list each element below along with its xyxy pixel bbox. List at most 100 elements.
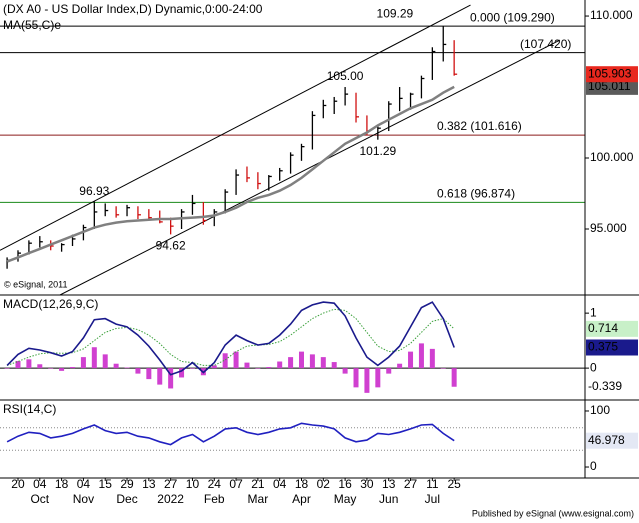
histogram-bar: [375, 368, 381, 388]
value-label-box: [586, 78, 638, 95]
histogram-bar: [157, 368, 163, 385]
month-label: Jun: [379, 492, 398, 506]
month-label: Oct: [30, 492, 49, 506]
histogram-bar: [59, 368, 65, 371]
histogram-bar: [102, 354, 108, 369]
histogram-bar: [211, 365, 217, 369]
value-label: 46.978: [588, 433, 625, 447]
histogram-bar: [320, 357, 326, 369]
x-tick-label: 11: [426, 477, 439, 491]
value-label-box: [586, 66, 638, 83]
month-label: 2022: [157, 492, 184, 506]
x-tick-label: 29: [120, 477, 134, 491]
annotation: 94.62: [156, 239, 186, 253]
x-tick-label: 04: [77, 477, 91, 491]
x-tick-label: 15: [99, 477, 113, 491]
histogram-bar: [386, 368, 392, 374]
y-tick-label: 110.000: [590, 8, 633, 22]
x-tick-label: 27: [404, 477, 418, 491]
x-tick-label: 10: [186, 477, 200, 491]
histogram-bar: [91, 347, 97, 369]
histogram-bar: [418, 343, 424, 369]
histogram-bar: [113, 363, 119, 369]
value-label: -0.339: [588, 379, 622, 393]
level-label: (107.420): [520, 37, 571, 51]
annotation: 105.00: [327, 69, 364, 83]
month-label: Mar: [248, 492, 269, 506]
histogram-bar: [342, 368, 348, 374]
x-tick-label: 18: [55, 477, 69, 491]
series-line: [6, 85, 455, 263]
histogram-bar: [255, 368, 261, 369]
histogram-bar: [408, 351, 414, 369]
histogram-bar: [364, 368, 370, 393]
histogram-bar: [124, 367, 130, 369]
month-label: Dec: [116, 492, 137, 506]
channel-line: [0, 4, 471, 251]
channel-line: [59, 39, 561, 295]
y-tick-label: 1: [590, 305, 597, 319]
histogram-bar: [288, 357, 294, 369]
footer: Published by eSignal (www.esignal.com): [472, 508, 634, 518]
x-tick-label: 04: [273, 477, 287, 491]
histogram-bar: [189, 368, 195, 369]
histogram-bar: [298, 351, 304, 369]
panel-title: RSI(14,C): [3, 402, 56, 416]
histogram-bar: [168, 368, 174, 389]
panel: [0, 301, 585, 393]
histogram-bar: [48, 368, 54, 369]
histogram-bar: [80, 357, 86, 369]
annotation: 109.29: [377, 6, 414, 20]
annotation: 96.93: [79, 184, 109, 198]
y-tick-label: 95.000: [590, 221, 627, 235]
x-tick-label: 30: [360, 477, 374, 491]
series-line: [6, 422, 455, 446]
x-tick-label: 13: [382, 477, 396, 491]
y-tick-label: 0: [590, 360, 597, 374]
histogram-bar: [440, 368, 446, 369]
level-label: 0.618 (96.874): [437, 187, 515, 201]
value-label: 105.903: [588, 66, 632, 80]
x-tick-label: 24: [208, 477, 222, 491]
level-label: 0.382 (101.616): [437, 119, 522, 133]
month-label: Jul: [425, 492, 440, 506]
x-tick-label: 07: [229, 477, 243, 491]
value-label: 0.375: [588, 340, 618, 354]
histogram-bar: [397, 363, 403, 369]
x-tick-label: 04: [33, 477, 47, 491]
value-label-box: [586, 320, 638, 337]
x-tick-label: 25: [447, 477, 461, 491]
watermark: © eSignal, 2011: [4, 279, 68, 289]
histogram-bar: [26, 359, 32, 369]
series-line: [6, 308, 455, 366]
x-tick-label: 13: [142, 477, 156, 491]
month-label: Feb: [204, 492, 225, 506]
histogram-bar: [331, 362, 337, 369]
legend-entry: MA(55,C)e: [3, 18, 61, 32]
histogram-bar: [37, 364, 43, 369]
histogram-bar: [222, 353, 228, 369]
panel: [0, 422, 585, 451]
level-label: 0.000 (109.290): [470, 10, 555, 24]
panel-title: MACD(12,26,9,C): [3, 297, 98, 311]
histogram-bar: [179, 368, 185, 378]
histogram-bar: [15, 360, 21, 369]
x-tick-label: 02: [317, 477, 331, 491]
x-tick-label: 18: [295, 477, 309, 491]
histogram-bar: [4, 368, 10, 369]
value-label-box: [586, 432, 638, 449]
value-label: 105.011: [588, 79, 631, 93]
annotation: 101.29: [359, 144, 396, 158]
x-tick-label: 20: [11, 477, 25, 491]
histogram-bar: [266, 367, 272, 369]
value-label: 0.714: [588, 321, 618, 335]
month-label: Apr: [292, 492, 311, 506]
histogram-bar: [309, 354, 315, 369]
panel: [0, 4, 585, 295]
histogram-bar: [353, 368, 359, 388]
month-label: Nov: [73, 492, 94, 506]
y-tick-label: 0: [590, 459, 597, 473]
histogram-bar: [277, 361, 283, 369]
